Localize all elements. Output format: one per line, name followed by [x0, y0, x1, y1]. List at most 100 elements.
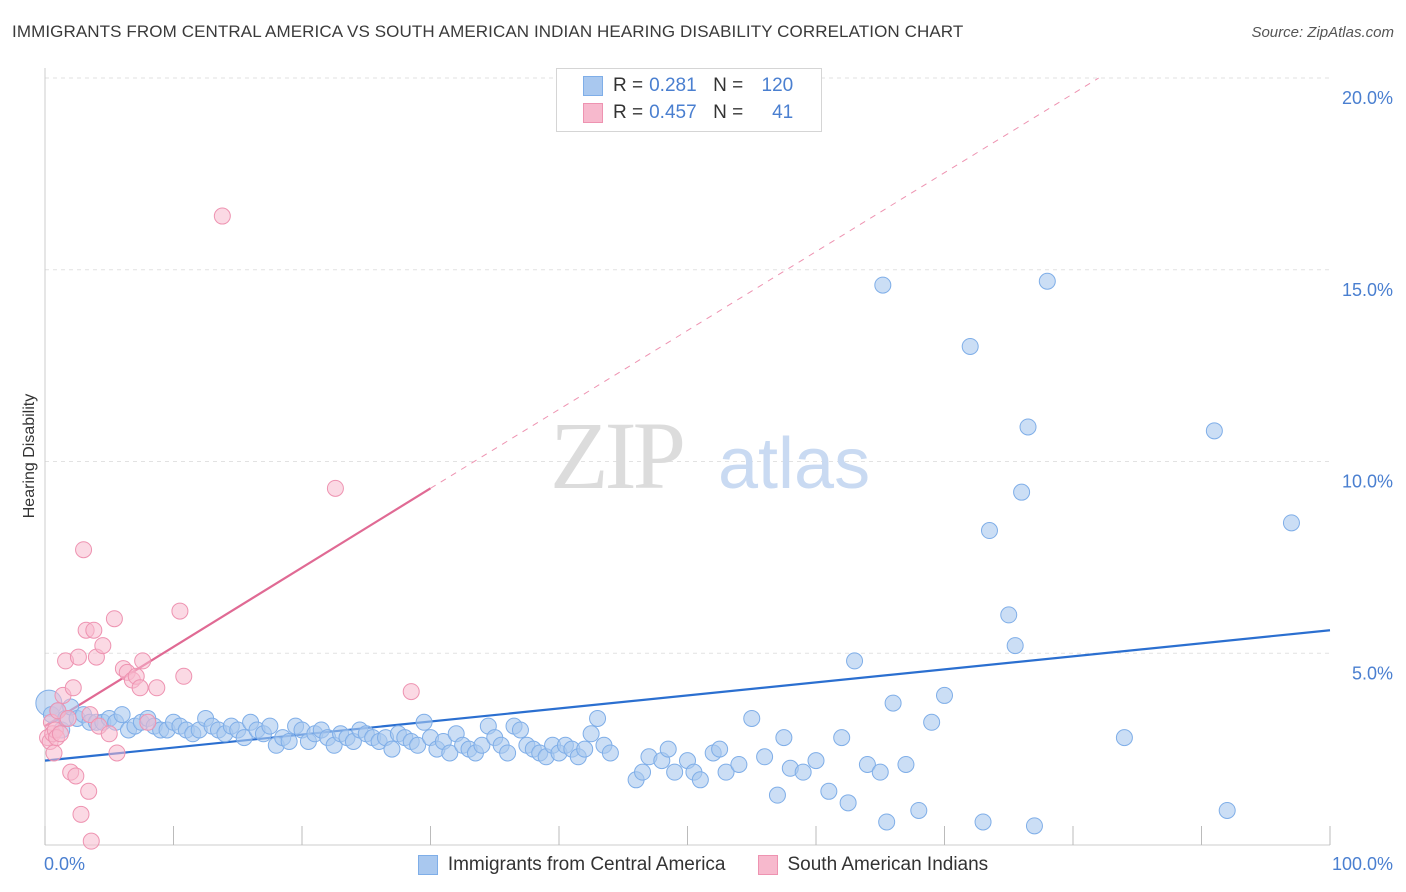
blue-point — [499, 744, 517, 762]
pink-point — [69, 648, 87, 666]
pink-point — [64, 679, 82, 697]
blue-point — [1013, 483, 1031, 501]
blue-point — [1115, 729, 1133, 747]
blue-point — [897, 755, 915, 773]
blue-point — [1000, 606, 1018, 624]
blue-point — [871, 763, 889, 781]
pink-point — [45, 744, 63, 762]
blue-point — [1038, 272, 1056, 290]
watermark-zip: ZIP — [550, 402, 683, 509]
blue-point — [235, 729, 253, 747]
blue-point — [1282, 514, 1300, 532]
y-tick-label: 5.0% — [1352, 663, 1393, 683]
blue-point — [1205, 422, 1223, 440]
legend-n-label: N = — [713, 102, 744, 123]
pink-trend-line — [44, 487, 432, 728]
y-tick-labels: 5.0% 10.0% 15.0% 20.0% — [1342, 88, 1393, 683]
legend-n-value: 41 — [772, 102, 794, 123]
pink-point — [59, 709, 77, 727]
y-tick-label: 10.0% — [1342, 472, 1393, 492]
blue-point — [775, 729, 793, 747]
blue-point — [634, 763, 652, 781]
blue-point — [441, 744, 459, 762]
blue-point — [383, 740, 401, 758]
blue-point — [711, 740, 729, 758]
blue-point — [261, 717, 279, 735]
blue-point — [113, 706, 131, 724]
chart-title: IMMIGRANTS FROM CENTRAL AMERICA VS SOUTH… — [12, 22, 964, 41]
pink-point — [105, 610, 123, 628]
legend-row-blue: R = 0.281 N = 120 — [557, 73, 793, 99]
blue-point — [884, 694, 902, 712]
legend-r-label: R = — [613, 75, 644, 96]
pink-point — [148, 679, 166, 697]
legend-item-central-america: Immigrants from Central America — [417, 854, 726, 876]
blue-point — [601, 744, 619, 762]
pink-point — [51, 725, 69, 743]
pink-point — [402, 683, 420, 701]
pink-trend-extension — [430, 77, 1099, 489]
y-axis-label: Hearing Disability — [21, 394, 38, 519]
blue-point — [1006, 637, 1024, 655]
blue-point — [820, 782, 838, 800]
blue-point — [409, 736, 427, 754]
pink-point — [67, 767, 85, 785]
blue-point — [846, 652, 864, 670]
pink-point — [326, 479, 344, 497]
legend-item-south-american-indians: South American Indians — [757, 854, 988, 876]
series-central-america-points — [35, 272, 1300, 835]
blue-point — [659, 740, 677, 758]
series-south-american-indians-points — [39, 207, 420, 850]
blue-point — [1019, 418, 1037, 436]
blue-point — [858, 755, 876, 773]
blue-point — [910, 801, 928, 819]
legend-swatch-pink — [757, 855, 778, 875]
source-label: Source: ZipAtlas.com — [1251, 24, 1394, 41]
blue-point — [1025, 817, 1043, 835]
blue-point — [974, 813, 992, 831]
blue-point — [473, 736, 491, 754]
pink-point — [75, 541, 93, 559]
x-tick-labels: 0.0% 100.0% — [44, 854, 1393, 874]
blue-point — [833, 729, 851, 747]
pink-point — [134, 652, 152, 670]
blue-point — [768, 786, 786, 804]
blue-point — [717, 763, 735, 781]
pink-point — [100, 725, 118, 743]
blue-point — [936, 686, 953, 704]
pink-point — [80, 782, 98, 800]
pink-point — [213, 207, 231, 225]
blue-point — [743, 709, 761, 727]
blue-point — [280, 732, 298, 750]
blue-point — [980, 522, 998, 540]
pink-point — [108, 744, 126, 762]
legend-label-central-america: Immigrants from Central America — [447, 854, 726, 875]
pink-point — [85, 621, 103, 639]
pink-point — [94, 637, 112, 655]
legend-swatch-blue — [417, 855, 438, 875]
trend-lines — [44, 77, 1331, 762]
legend-r-value: 0.457 — [649, 102, 697, 123]
grid-lines — [45, 77, 1330, 654]
blue-point — [874, 276, 892, 294]
legend-n-value: 120 — [761, 75, 794, 96]
blue-point — [794, 763, 812, 781]
blue-point — [582, 725, 600, 743]
y-tick-label: 15.0% — [1342, 280, 1393, 300]
blue-point — [878, 813, 896, 831]
legend-n-label: N = — [713, 75, 744, 96]
blue-point — [730, 755, 748, 773]
x-tick-label: 100.0% — [1332, 854, 1393, 874]
blue-point — [807, 752, 825, 770]
blue-point — [589, 709, 607, 727]
y-tick-label: 20.0% — [1342, 88, 1393, 108]
correlation-legend: R = 0.281 N = 120 R = 0.457 N = 41 — [556, 68, 822, 132]
pink-point — [72, 805, 90, 823]
blue-point — [576, 740, 594, 758]
x-tick-label: 0.0% — [44, 854, 85, 874]
blue-point — [1218, 801, 1236, 819]
watermark-atlas: atlas — [718, 424, 870, 504]
legend-swatch-pink — [583, 103, 603, 123]
blue-point — [691, 771, 709, 789]
